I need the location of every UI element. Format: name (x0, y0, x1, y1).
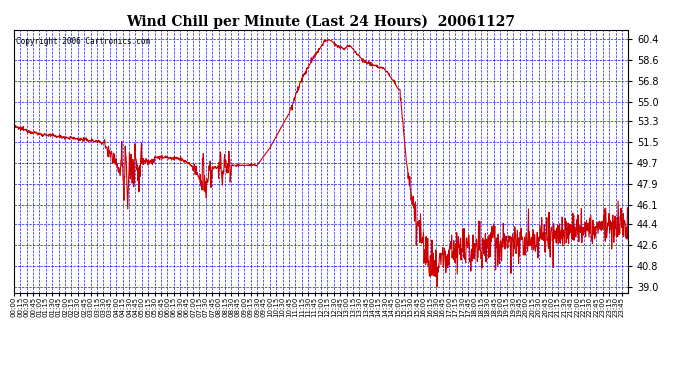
Text: Copyright 2006 Cartronics.com: Copyright 2006 Cartronics.com (16, 37, 150, 46)
Title: Wind Chill per Minute (Last 24 Hours)  20061127: Wind Chill per Minute (Last 24 Hours) 20… (126, 15, 515, 29)
